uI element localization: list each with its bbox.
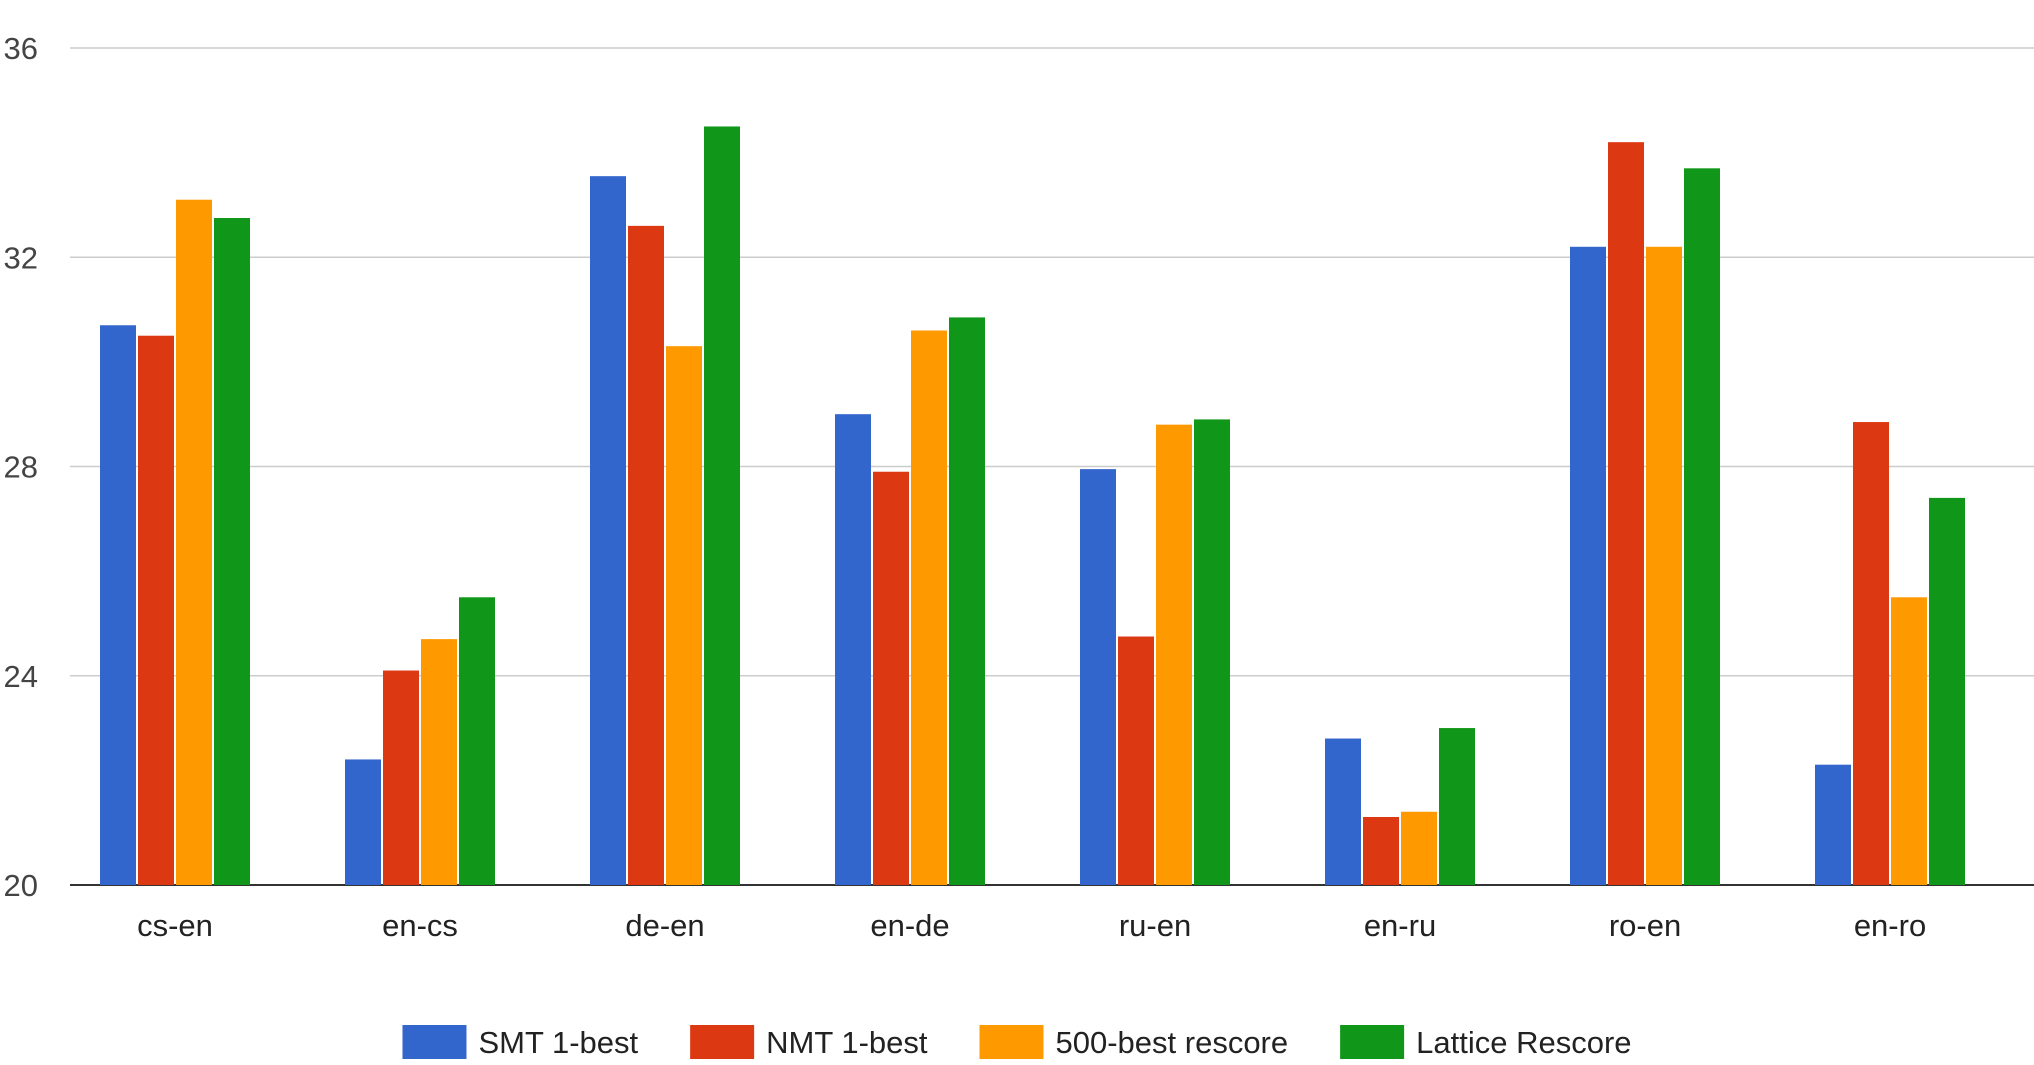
- axis-labels: 20 24 28 32 36 cs-en en-cs de-en en-de ru-en en-ru…: [4, 31, 1927, 943]
- bar-de-en-0: [590, 176, 626, 885]
- bar-de-en-3: [704, 126, 740, 885]
- x-tick-label: cs-en: [137, 908, 213, 943]
- bar-de-en-1: [628, 225, 664, 886]
- x-tick-label: de-en: [625, 908, 704, 943]
- bar-en-ro-1: [1853, 422, 1889, 885]
- bar-cs-en-0: [100, 325, 136, 886]
- legend: SMT 1-best NMT 1-best 500-best rescore Latt…: [402, 1025, 1632, 1060]
- bar-de-en-2: [666, 346, 702, 885]
- bar-cs-en-2: [176, 199, 212, 886]
- bar-en-ru-3: [1439, 728, 1475, 885]
- bar-en-ru-0: [1325, 738, 1361, 885]
- bar-en-de-3: [949, 317, 985, 885]
- bar-en-de-1: [873, 471, 909, 885]
- bar-en-ro-0: [1815, 764, 1851, 885]
- legend-swatch: [690, 1025, 755, 1059]
- bar-ro-en-1: [1608, 142, 1644, 886]
- legend-label: NMT 1-best: [766, 1025, 928, 1060]
- bar-en-de-0: [835, 414, 871, 885]
- bar-en-de-2: [911, 330, 947, 885]
- y-tick-label: 32: [4, 240, 38, 275]
- bar-ru-en-2: [1156, 424, 1192, 885]
- legend-label: SMT 1-best: [478, 1025, 638, 1060]
- bar-ru-en-1: [1118, 636, 1154, 885]
- bar-en-ro-2: [1891, 597, 1927, 885]
- bar-en-ru-2: [1401, 811, 1437, 885]
- y-tick-label: 20: [4, 868, 38, 903]
- bar-en-cs-3: [459, 597, 495, 885]
- x-tick-label: en-de: [870, 908, 949, 943]
- legend-swatch: [1340, 1025, 1405, 1059]
- bar-cs-en-1: [138, 335, 174, 885]
- bar-en-ro-3: [1929, 497, 1965, 885]
- bar-en-cs-1: [383, 670, 419, 885]
- x-tick-label: en-ro: [1854, 908, 1926, 943]
- legend-swatch: [979, 1025, 1044, 1059]
- bar-en-cs-2: [421, 639, 457, 885]
- legend-swatch: [402, 1025, 467, 1059]
- bar-en-ru-1: [1363, 816, 1399, 885]
- bar-ru-en-3: [1194, 419, 1230, 885]
- x-tick-label: en-ru: [1364, 908, 1436, 943]
- bar-ro-en-0: [1570, 246, 1606, 886]
- x-tick-label: ro-en: [1609, 908, 1681, 943]
- legend-label: Lattice Rescore: [1416, 1025, 1631, 1060]
- y-tick-label: 24: [4, 659, 38, 694]
- bar-ro-en-2: [1646, 246, 1682, 886]
- x-tick-label: en-cs: [382, 908, 458, 943]
- bar-en-cs-0: [345, 759, 381, 885]
- legend-label: 500-best rescore: [1056, 1025, 1289, 1060]
- y-tick-label: 36: [4, 31, 38, 66]
- y-tick-label: 28: [4, 450, 38, 485]
- bar-ro-en-3: [1684, 168, 1720, 886]
- bar-cs-en-3: [214, 218, 250, 885]
- x-tick-label: ru-en: [1119, 908, 1191, 943]
- bars: [100, 126, 1965, 886]
- bar-ru-en-0: [1080, 469, 1116, 885]
